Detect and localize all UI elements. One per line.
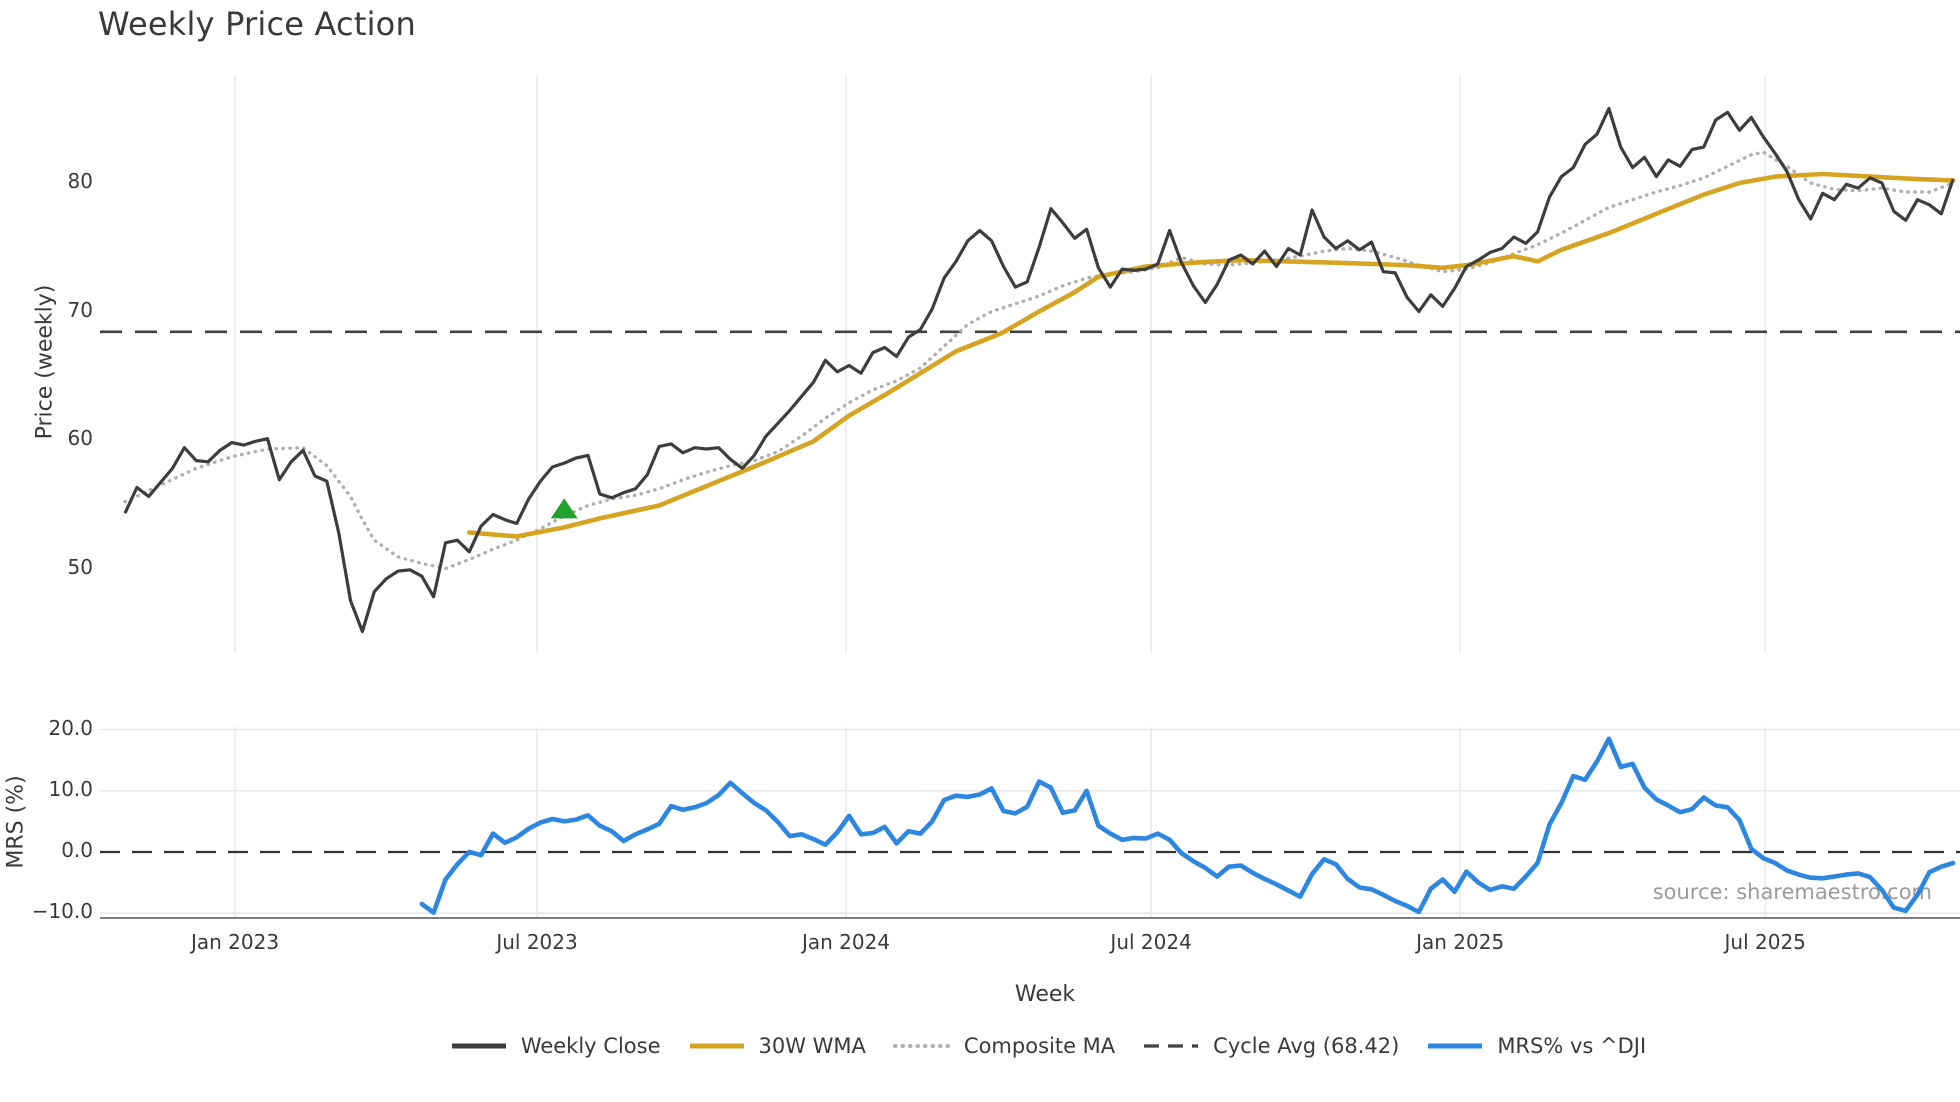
mrs-line: [419, 736, 1956, 915]
x-tick-label: Jan 2024: [801, 930, 891, 954]
legend-item: Weekly Close: [450, 1034, 661, 1058]
legend-label: Weekly Close: [520, 1034, 661, 1058]
chart-legend: Weekly Close 30W WMA Composite MA Cycle Avg…: [68, 1034, 1960, 1058]
legend-label: MRS% vs ^DJI: [1497, 1034, 1647, 1058]
mrs-y-tick-label: 10.0: [48, 776, 93, 801]
legend-item: Composite MA: [892, 1034, 1116, 1058]
composite-ma-line: [123, 150, 1955, 571]
legend-item: MRS% vs ^DJI: [1426, 1034, 1646, 1058]
x-tick-label: Jul 2025: [1724, 930, 1806, 954]
legend-swatch-solid: [689, 1043, 744, 1049]
price-y-tick-label: 70: [67, 297, 93, 322]
mrs-y-tick-label: 20.0: [48, 715, 93, 740]
buy-signal-marker: [550, 498, 578, 519]
mrs-y-tick-label: −10.0: [31, 899, 93, 924]
x-tick-label: Jul 2023: [496, 930, 578, 954]
legend-swatch-dotted: [892, 1044, 951, 1048]
price-y-tick-label: 60: [67, 426, 93, 450]
legend-swatch-solid: [1428, 1043, 1483, 1049]
legend-label: Composite MA: [963, 1034, 1116, 1058]
price-y-tick-label: 50: [67, 554, 93, 579]
page-title: Weekly Price Action: [98, 5, 416, 43]
legend-label: 30W WMA: [758, 1034, 866, 1058]
mrs-y-tick-label: 0.0: [61, 838, 93, 862]
weekly-close-line: [123, 106, 1955, 634]
x-axis-label: Week: [1014, 982, 1076, 1007]
price-y-tick-label: 80: [67, 169, 93, 193]
legend-item: Cycle Avg (68.42): [1142, 1034, 1399, 1058]
legend-swatch-dashed: [1144, 1044, 1199, 1048]
legend-label: Cycle Avg (68.42): [1213, 1034, 1400, 1058]
x-tick-label: Jan 2025: [1416, 930, 1505, 954]
x-tick-label: Jan 2023: [190, 930, 280, 954]
legend-item: 30W WMA: [688, 1034, 866, 1058]
legend-swatch-solid: [451, 1043, 506, 1049]
x-tick-label: Jul 2024: [1110, 930, 1192, 954]
wma-line: [467, 171, 1956, 539]
